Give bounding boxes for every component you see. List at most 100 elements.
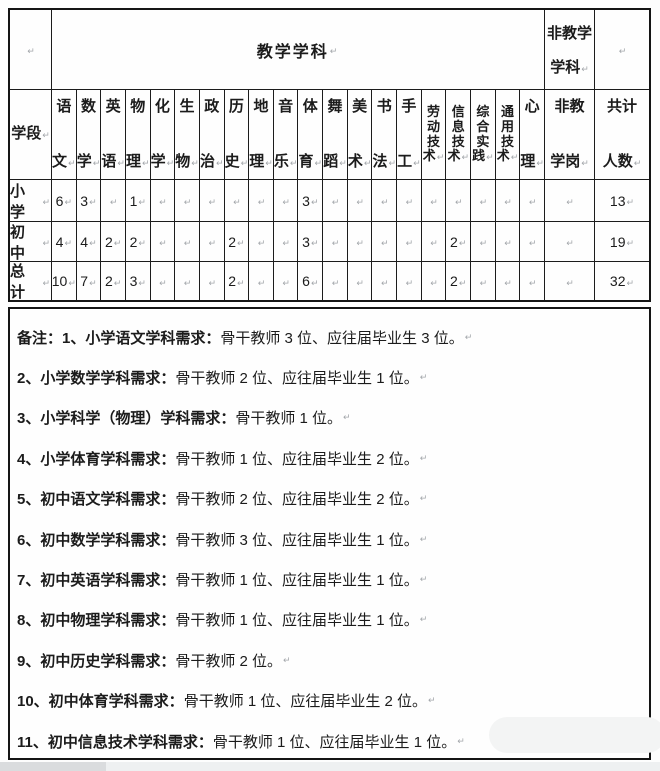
note-label: 3、小学科学（物理）学科需求： — [17, 410, 236, 428]
table-header-huaxue: 化学↵ — [150, 90, 176, 180]
non-teaching-group-line: 非教学 — [546, 25, 592, 42]
table-data-cell: 3 ↵ — [126, 262, 151, 300]
paragraph-mark-icon: ↵ — [89, 197, 97, 207]
note-label: 11、初中信息技术学科需求： — [17, 733, 213, 751]
row-label-text: 总计 — [10, 263, 27, 300]
table-data-cell: ↵ — [495, 180, 521, 222]
table-header-zhengzhi: 政治↵ — [199, 90, 225, 180]
note-item: 4、小学体育学科需求： 骨干教师 1 位、应往届毕业生 2 位。 ↵ — [17, 438, 642, 478]
table-data-cell: 32 ↵ — [595, 262, 649, 300]
note-label: 备注：1、小学语文学科需求： — [17, 329, 221, 347]
note-detail: 骨干教师 3 位、应往届毕业生 1 位。 — [175, 531, 419, 549]
header-line: 共计 — [606, 98, 637, 115]
header-line: 信 — [451, 104, 465, 120]
paragraph-mark-icon: ↵ — [458, 238, 467, 248]
paragraph-mark-icon: ↵ — [257, 197, 266, 207]
paragraph-mark-icon: ↵ — [479, 197, 488, 207]
paragraph-mark-icon: ↵ — [618, 46, 627, 56]
note-item: 5、初中语文学科需求： 骨干教师 2 位、应往届毕业生 2 位。 ↵ — [17, 479, 642, 519]
scroll-pill[interactable] — [489, 717, 660, 753]
note-label: 6、初中数学学科需求： — [17, 531, 176, 549]
paragraph-mark-icon: ↵ — [510, 152, 519, 163]
cell-value: 2 — [450, 233, 458, 250]
header-line: 蹈↵ — [323, 152, 347, 170]
paragraph-mark-icon: ↵ — [458, 277, 467, 288]
paragraph-mark-icon: ↵ — [89, 277, 97, 288]
table-data-cell: ↵ — [199, 222, 225, 262]
header-line: 语 — [56, 98, 72, 115]
paragraph-mark-icon: ↵ — [68, 157, 76, 168]
corner-blank-cell: ↵ — [10, 10, 52, 90]
header-line: 政 — [204, 98, 220, 115]
paragraph-mark-icon: ↵ — [42, 238, 51, 248]
table-data-cell: ↵ — [150, 180, 176, 222]
cell-value: 13 — [609, 192, 626, 209]
header-line: 学↵ — [150, 152, 175, 170]
paragraph-mark-icon: ↵ — [310, 238, 319, 248]
header-line: 数 — [80, 98, 96, 115]
paragraph-mark-icon: ↵ — [419, 614, 428, 625]
paragraph-mark-icon: ↵ — [109, 197, 118, 207]
table-header-lishi: 历史↵ — [224, 90, 250, 180]
paragraph-mark-icon: ↵ — [331, 197, 340, 207]
table-data-cell: ↵ — [199, 180, 225, 222]
table-data-cell: ↵ — [446, 180, 472, 222]
table-data-cell: 1 ↵ — [125, 180, 151, 222]
table-header-laodong-jishu: 劳动技术↵ — [421, 90, 447, 180]
header-line: 学岗↵ — [550, 152, 589, 170]
cell-value: 3 — [80, 192, 89, 209]
table-header-wudao: 舞蹈↵ — [323, 90, 348, 180]
note-detail: 骨干教师 1 位、应往届毕业生 1 位。 — [175, 612, 419, 630]
row-label-text: 初中 — [10, 223, 27, 262]
table-data-cell: 3 ↵ — [298, 180, 324, 222]
paragraph-mark-icon: ↵ — [282, 277, 290, 288]
note-detail: 骨干教师 1 位。 — [235, 410, 343, 428]
cell-value: 2 — [228, 273, 236, 289]
cell-value: 3 — [302, 192, 310, 209]
total-blank-cell: ↵ — [594, 10, 649, 90]
cell-value: 2 — [104, 273, 113, 289]
paragraph-mark-icon: ↵ — [457, 735, 465, 746]
cell-value: 2 — [129, 233, 138, 250]
paragraph-mark-icon: ↵ — [138, 197, 146, 207]
paragraph-mark-icon: ↵ — [339, 157, 347, 168]
cell-value: 3 — [302, 233, 310, 250]
header-line: 实 — [476, 133, 490, 149]
paragraph-mark-icon: ↵ — [419, 452, 428, 463]
paragraph-mark-icon: ↵ — [419, 533, 428, 544]
table-data-cell: ↵ — [273, 180, 299, 222]
paragraph-mark-icon: ↵ — [626, 238, 635, 248]
paragraph-mark-icon: ↵ — [626, 197, 635, 207]
table-data-cell: ↵ — [273, 222, 299, 262]
paragraph-mark-icon: ↵ — [42, 197, 51, 207]
table-data-cell: ↵ — [520, 262, 545, 300]
table-data-cell: ↵ — [422, 262, 447, 300]
table-data-cell: 10 ↵ — [52, 262, 77, 300]
table-data-cell: 6 ↵ — [52, 180, 77, 222]
table-header-gongji-renshu: 共计 人数↵ — [594, 90, 649, 180]
paragraph-mark-icon: ↵ — [68, 277, 76, 288]
table-data-cell: ↵ — [471, 262, 496, 300]
table-header-yingyu: 英语↵ — [101, 90, 126, 180]
header-line: 术↵ — [447, 148, 469, 164]
header-line: 化 — [154, 98, 170, 115]
paragraph-mark-icon: ↵ — [191, 157, 199, 168]
table-data-cell: ↵ — [323, 222, 348, 262]
table-header-zonghe-shijian: 综合实践↵ — [471, 90, 496, 180]
header-line: 理↵ — [520, 152, 544, 170]
paragraph-mark-icon: ↵ — [436, 152, 445, 163]
paragraph-mark-icon: ↵ — [430, 277, 438, 288]
paragraph-mark-icon: ↵ — [626, 277, 635, 288]
paragraph-mark-icon: ↵ — [159, 238, 167, 248]
table-data-cell: 3 ↵ — [76, 180, 102, 222]
table-row-label: 总计 ↵ — [10, 262, 52, 300]
paragraph-mark-icon: ↵ — [236, 277, 245, 288]
header-line: 用 — [501, 118, 515, 134]
paragraph-mark-icon: ↵ — [159, 197, 167, 207]
paragraph-mark-icon: ↵ — [183, 238, 192, 248]
header-line: 理↵ — [249, 152, 273, 170]
paragraph-mark-icon: ↵ — [233, 197, 241, 207]
table-data-cell: ↵ — [175, 180, 200, 222]
paragraph-mark-icon: ↵ — [528, 238, 537, 248]
header-line: 工↵ — [397, 152, 421, 170]
